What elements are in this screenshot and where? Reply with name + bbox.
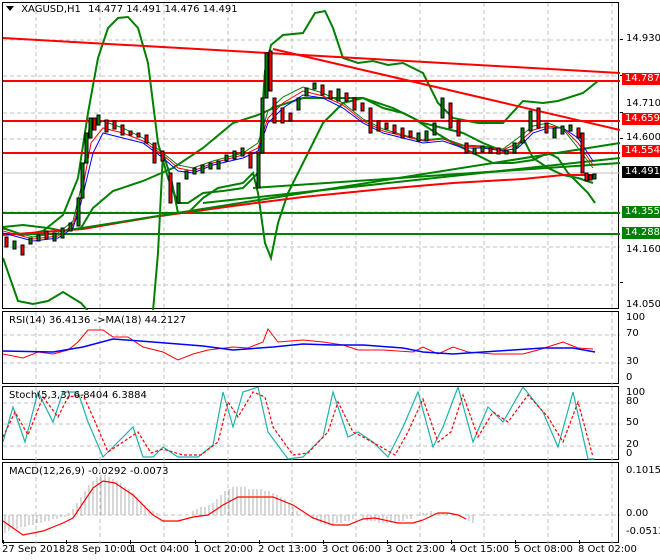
y-tick: 20 xyxy=(626,439,639,450)
y-tick: 14.050 xyxy=(626,299,660,310)
x-tick: 2 Oct 13:00 xyxy=(258,544,317,555)
macd-chart-svg xyxy=(3,463,620,544)
x-tick: 5 Oct 08:00 xyxy=(514,544,573,555)
time-axis: 27 Sep 2018 28 Sep 10:00 1 Oct 04:00 1 O… xyxy=(0,540,660,560)
price-tag-resistance: 14.554 xyxy=(622,145,660,157)
symbol-label: XAGUSD,H1 xyxy=(21,4,81,15)
price-tag-resistance: 14.787 xyxy=(622,73,660,85)
candles xyxy=(4,50,597,256)
y-tick: 70 xyxy=(626,328,639,339)
macd-panel[interactable]: MACD(12,26,9) -0.0292 -0.0073 xyxy=(2,462,620,544)
price-axis: 14.930 14.710 14.600 14.160 14.050 14.78… xyxy=(620,0,660,310)
y-tick: 0.1015 xyxy=(626,465,660,476)
chart-header: XAGUSD,H1 14.477 14.491 14.476 14.491 xyxy=(6,4,238,15)
y-tick: 14.160 xyxy=(626,244,660,255)
y-tick: 0 xyxy=(626,448,633,459)
y-tick: 0 xyxy=(626,372,633,383)
x-tick: 27 Sep 2018 xyxy=(2,544,66,555)
y-tick: 14.930 xyxy=(626,33,660,44)
stoch-panel[interactable]: Stoch(5,3,3) 6.8404 6.3884 xyxy=(2,386,620,461)
y-tick: 50 xyxy=(626,417,639,428)
macd-label: MACD(12,26,9) -0.0292 -0.0073 xyxy=(9,466,169,477)
y-tick: 100 xyxy=(626,312,646,323)
low-value: 14.476 xyxy=(164,4,200,15)
y-tick: 100 xyxy=(626,387,646,398)
open-value: 14.477 xyxy=(88,4,124,15)
y-tick: 30 xyxy=(626,356,639,367)
price-tag-support: 14.355 xyxy=(622,206,660,218)
rsi-label: RSI(14) 36.4136 ->MA(18) 44.2127 xyxy=(9,315,186,326)
x-tick: 1 Oct 04:00 xyxy=(130,544,189,555)
rsi-panel[interactable]: RSI(14) 36.4136 ->MA(18) 44.2127 xyxy=(2,311,620,385)
y-tick: 80 xyxy=(626,396,639,407)
x-tick: 3 Oct 06:00 xyxy=(322,544,381,555)
y-tick: -0.0513 xyxy=(626,526,660,537)
x-tick: 4 Oct 15:00 xyxy=(450,544,509,555)
rsi-chart-svg xyxy=(3,312,620,385)
main-price-panel[interactable] xyxy=(2,2,620,310)
price-tag-last: 14.491 xyxy=(622,166,660,178)
price-tag-support: 14.288 xyxy=(622,227,660,239)
price-chart-svg xyxy=(3,3,620,310)
close-value: 14.491 xyxy=(202,4,238,15)
high-value: 14.491 xyxy=(126,4,162,15)
price-tag-resistance: 14.659 xyxy=(622,113,660,125)
x-tick: 8 Oct 02:00 xyxy=(578,544,637,555)
stoch-label: Stoch(5,3,3) 6.8404 6.3884 xyxy=(9,390,147,401)
macd-axis: 0.1015 0.00 -0.0513 xyxy=(620,462,660,543)
y-tick: 14.600 xyxy=(626,132,660,143)
y-tick: 14.710 xyxy=(626,98,660,109)
x-tick: 3 Oct 23:00 xyxy=(386,544,445,555)
triangle-down-icon[interactable] xyxy=(6,6,14,11)
y-tick: 0.00 xyxy=(626,508,649,519)
stoch-axis: 100 80 50 20 0 xyxy=(620,386,660,460)
stoch-chart-svg xyxy=(3,387,620,461)
x-tick: 28 Sep 10:00 xyxy=(66,544,133,555)
rsi-axis: 100 70 30 0 xyxy=(620,311,660,384)
x-tick: 1 Oct 20:00 xyxy=(194,544,253,555)
